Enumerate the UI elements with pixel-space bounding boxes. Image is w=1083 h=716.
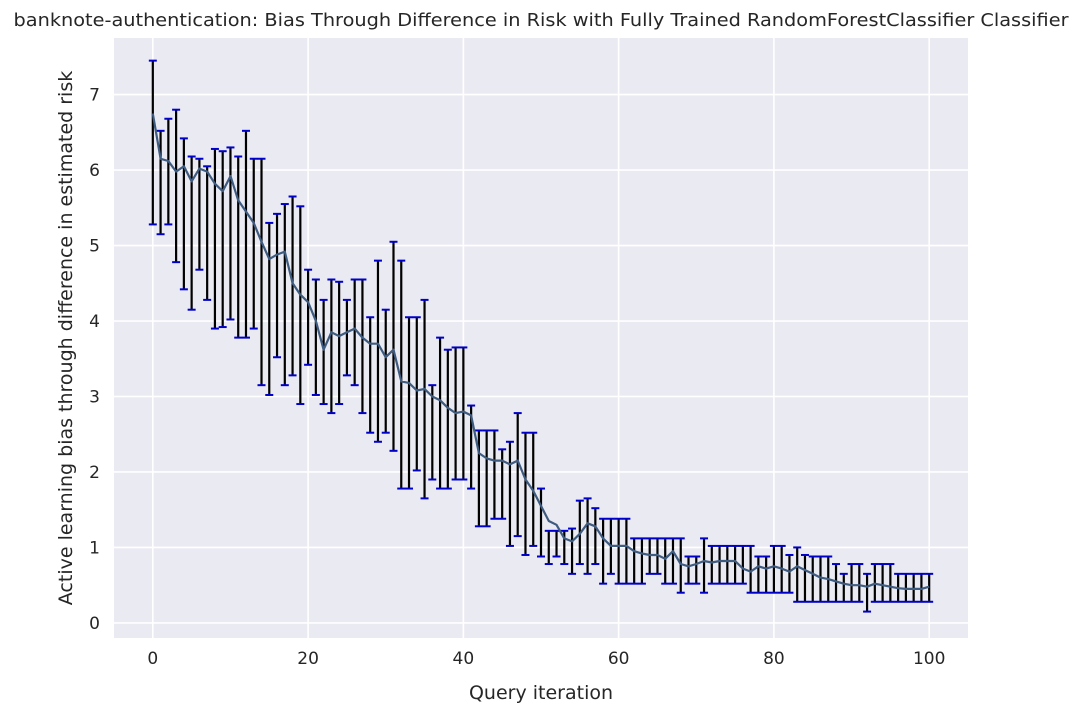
y-tick-label: 2 <box>89 463 100 483</box>
y-tick-label: 6 <box>89 161 100 181</box>
chart-title: banknote-authentication: Bias Through Di… <box>14 10 1070 31</box>
mean-line-layer <box>151 113 930 591</box>
y-tick-label: 3 <box>89 387 100 407</box>
x-axis-label: Query iteration <box>469 682 613 704</box>
x-tick-label: 80 <box>763 649 785 669</box>
y-tick-label: 7 <box>89 86 100 106</box>
y-tick-label: 4 <box>89 312 100 332</box>
y-tick-label: 0 <box>89 614 100 634</box>
x-tick-label: 60 <box>608 649 630 669</box>
x-tick-label: 100 <box>913 649 945 669</box>
x-tick-label: 0 <box>147 649 158 669</box>
error-bars <box>148 59 934 613</box>
x-tick-label: 40 <box>453 649 475 669</box>
tick-labels: 0 20 40 60 80 100 0 1 2 3 4 5 6 7 <box>89 86 945 669</box>
grid-lines <box>114 38 968 638</box>
mean-bias-line <box>151 113 930 591</box>
y-tick-label: 5 <box>89 237 100 257</box>
y-tick-label: 1 <box>89 538 100 558</box>
x-tick-label: 20 <box>297 649 319 669</box>
y-axis-label: Active learning bias through difference … <box>55 71 77 605</box>
